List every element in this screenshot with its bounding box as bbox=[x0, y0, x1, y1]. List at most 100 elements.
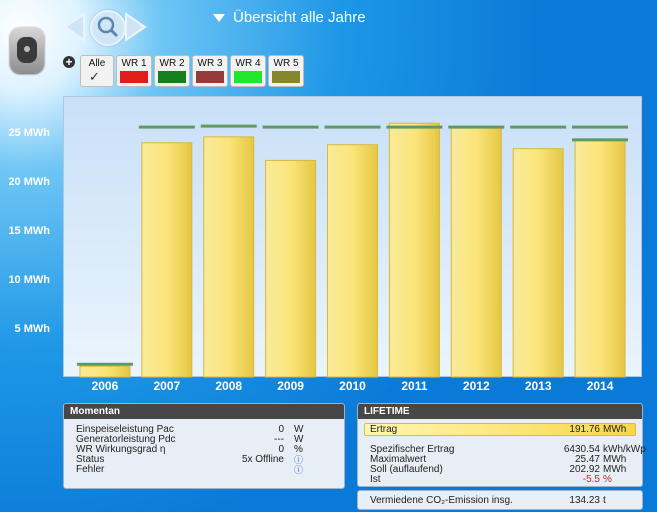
info-icon[interactable]: ⓘ bbox=[294, 465, 304, 475]
target-line bbox=[262, 125, 319, 129]
tab-label: WR 3 bbox=[197, 58, 223, 69]
row-unit: kWh/kWp bbox=[603, 444, 646, 455]
bar[interactable] bbox=[79, 365, 131, 378]
lifetime-panel: LIFETIME Ertrag 191.76 MWh Spezifischer … bbox=[357, 403, 646, 487]
bar[interactable] bbox=[327, 144, 378, 378]
row-value: 25.47 bbox=[574, 454, 600, 465]
x-tick-label: 2008 bbox=[215, 379, 242, 393]
row-label: Einspeiseleistung Pac bbox=[76, 424, 174, 435]
tab-wr4[interactable]: WR 4 bbox=[230, 55, 266, 87]
bar[interactable] bbox=[203, 136, 255, 378]
tab-label: Alle bbox=[88, 58, 106, 69]
x-tick-label: 2009 bbox=[277, 379, 304, 393]
tab-label: WR 4 bbox=[235, 58, 261, 69]
tab-alle[interactable]: Alle ✓ bbox=[80, 55, 114, 87]
co2-row: Vermiedene CO₂-Emission insg. 134.23 t bbox=[370, 496, 632, 506]
target-line bbox=[572, 138, 629, 142]
tab-wr1[interactable]: WR 1 bbox=[116, 55, 152, 87]
row-value: 202.92 bbox=[569, 464, 600, 475]
color-swatch bbox=[272, 71, 300, 83]
row-unit: % bbox=[294, 444, 303, 455]
tab-label: WR 2 bbox=[159, 58, 185, 69]
tab-wr5[interactable]: WR 5 bbox=[268, 55, 304, 87]
momentan-row: Generatorleistung Pdc --- W bbox=[76, 435, 334, 445]
bar[interactable] bbox=[574, 139, 626, 378]
color-swatch bbox=[196, 71, 224, 83]
device-icon[interactable] bbox=[10, 27, 44, 73]
color-swatch bbox=[158, 71, 186, 83]
momentan-row: Einspeiseleistung Pac 0 W bbox=[76, 425, 334, 435]
panel-title: Momentan bbox=[64, 404, 344, 419]
lifetime-row: Maximalwert 25.47 MWh bbox=[370, 455, 632, 465]
momentan-panel: Momentan Einspeiseleistung Pac 0 W Gener… bbox=[63, 403, 345, 489]
x-tick-label: 2014 bbox=[587, 379, 614, 393]
row-value: 0 bbox=[278, 444, 284, 455]
info-icon[interactable]: ⓘ bbox=[294, 455, 304, 465]
bar[interactable] bbox=[265, 159, 317, 378]
target-line bbox=[200, 124, 257, 128]
row-unit: W bbox=[294, 424, 304, 435]
row-value: 0 bbox=[278, 424, 284, 435]
row-label: Status bbox=[76, 454, 105, 465]
ertrag-row: Ertrag 191.76 MWh bbox=[370, 425, 632, 435]
dropdown-triangle-icon bbox=[213, 14, 225, 23]
target-line bbox=[138, 125, 195, 129]
target-line bbox=[76, 362, 133, 366]
color-swatch bbox=[120, 71, 148, 83]
row-unit: MWh bbox=[603, 464, 627, 475]
plus-icon[interactable]: + bbox=[63, 56, 75, 68]
row-label: Fehler bbox=[76, 464, 105, 475]
tab-wr2[interactable]: WR 2 bbox=[154, 55, 190, 87]
color-swatch bbox=[234, 71, 262, 83]
y-tick-label: 15 MWh bbox=[8, 225, 50, 237]
momentan-row: Fehler ⓘ bbox=[76, 464, 334, 476]
lifetime-row: Spezifischer Ertrag 6430.54 kWh/kWp bbox=[370, 444, 646, 455]
checkmark-icon: ✓ bbox=[89, 69, 100, 84]
lifetime-row: Soll (auflaufend) 202.92 MWh bbox=[370, 465, 632, 475]
momentan-row: Status 5x Offline ⓘ bbox=[76, 454, 334, 466]
bar[interactable] bbox=[512, 148, 564, 378]
row-label: Maximalwert bbox=[370, 454, 427, 465]
x-tick-label: 2013 bbox=[525, 379, 552, 393]
x-tick-label: 2006 bbox=[92, 379, 119, 393]
row-label: Generatorleistung Pdc bbox=[76, 434, 176, 445]
x-tick-label: 2011 bbox=[401, 379, 427, 393]
co2-panel: Vermiedene CO₂-Emission insg. 134.23 t bbox=[357, 490, 643, 510]
row-unit: MWh bbox=[603, 424, 627, 435]
row-unit: W bbox=[294, 434, 304, 445]
y-tick-label: 25 MWh bbox=[8, 127, 50, 139]
page-title: Übersicht alle Jahre bbox=[233, 9, 366, 26]
lifetime-row: Ist -5.5 % bbox=[370, 475, 632, 485]
x-tick-label: 2012 bbox=[463, 379, 490, 393]
row-value: --- bbox=[274, 434, 284, 445]
bar[interactable] bbox=[388, 122, 440, 378]
row-label: Ertrag bbox=[370, 424, 398, 435]
y-tick-label: 5 MWh bbox=[15, 323, 51, 335]
y-tick-label: 20 MWh bbox=[8, 176, 50, 188]
year-overview-dropdown[interactable]: Übersicht alle Jahre bbox=[213, 9, 366, 26]
tab-wr3[interactable]: WR 3 bbox=[192, 55, 228, 87]
ertrag-highlight bbox=[364, 423, 636, 436]
row-label: Ist bbox=[370, 474, 381, 485]
bar[interactable] bbox=[450, 125, 502, 378]
previous-arrow-icon[interactable] bbox=[62, 12, 86, 42]
row-unit: t bbox=[603, 495, 606, 506]
bar[interactable] bbox=[141, 142, 193, 378]
x-tick-label: 2010 bbox=[339, 379, 366, 393]
target-line bbox=[572, 125, 629, 129]
row-value: 134.23 bbox=[569, 495, 600, 506]
row-value: -5.5 bbox=[582, 474, 600, 485]
next-arrow-icon[interactable] bbox=[124, 12, 148, 42]
row-label: Soll (auflaufend) bbox=[370, 464, 443, 475]
zoom-button[interactable] bbox=[90, 10, 126, 46]
target-line bbox=[510, 125, 567, 129]
row-value: 6430.54 bbox=[563, 444, 600, 455]
row-label: WR Wirkungsgrad η bbox=[76, 444, 166, 455]
tab-label: WR 5 bbox=[273, 58, 299, 69]
row-label: Vermiedene CO₂-Emission insg. bbox=[370, 495, 513, 506]
magnifier-icon bbox=[97, 16, 119, 38]
x-tick-label: 2007 bbox=[153, 379, 180, 393]
row-unit: MWh bbox=[603, 454, 627, 465]
row-value: 191.76 bbox=[569, 424, 600, 435]
y-tick-label: 10 MWh bbox=[8, 274, 50, 286]
